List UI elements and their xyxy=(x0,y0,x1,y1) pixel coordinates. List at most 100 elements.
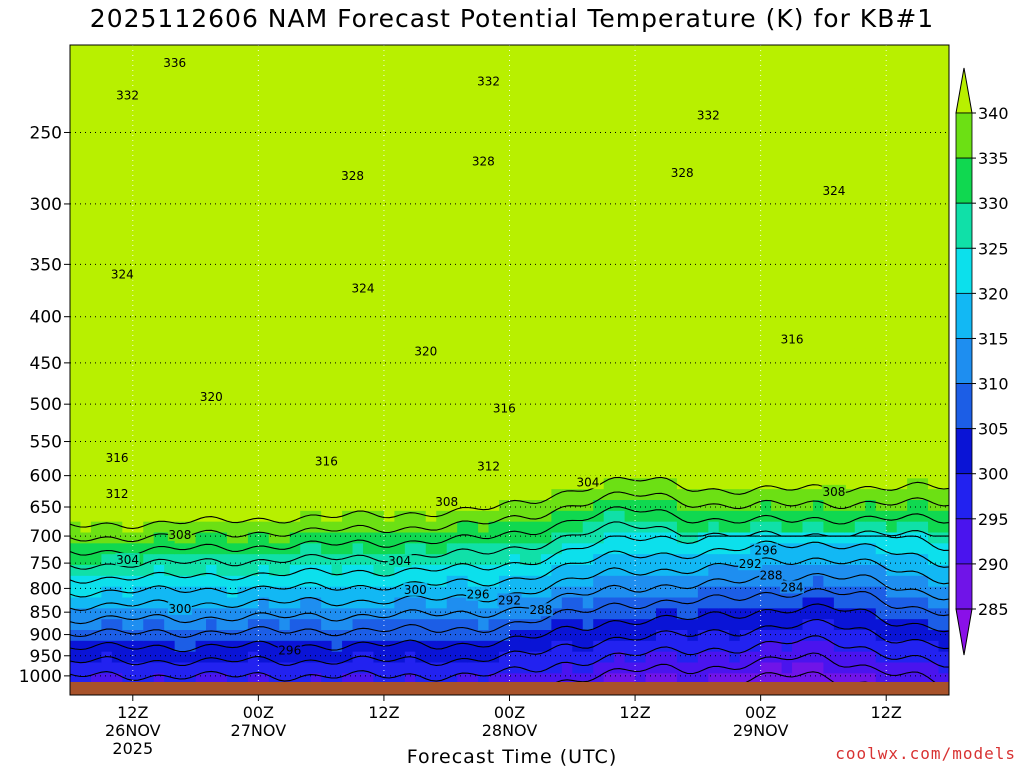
field-cell xyxy=(258,456,270,469)
field-cell xyxy=(258,467,270,479)
field-cell xyxy=(300,88,312,100)
field-cell xyxy=(258,185,270,198)
field-cell xyxy=(530,45,542,57)
field-cell xyxy=(153,467,165,479)
field-cell xyxy=(823,510,835,523)
field-cell xyxy=(457,640,469,653)
field-cell xyxy=(676,240,688,252)
field-cell xyxy=(80,651,92,664)
field-cell xyxy=(268,207,280,219)
field-cell xyxy=(226,153,239,165)
field-cell xyxy=(603,489,615,501)
field-cell xyxy=(928,131,940,144)
field-cell xyxy=(540,88,552,100)
field-cell xyxy=(457,218,469,230)
field-cell xyxy=(635,272,647,284)
field-cell xyxy=(666,305,678,317)
field-cell xyxy=(195,110,207,122)
field-cell xyxy=(771,521,783,534)
field-cell xyxy=(771,99,783,111)
field-cell xyxy=(614,467,626,479)
field-cell xyxy=(446,153,458,165)
field-cell xyxy=(352,413,364,425)
field-cell xyxy=(802,218,814,230)
field-cell xyxy=(928,565,940,577)
field-cell xyxy=(174,500,186,512)
field-cell xyxy=(729,478,741,490)
field-cell xyxy=(833,500,845,512)
field-cell xyxy=(676,575,688,588)
field-cell xyxy=(80,77,92,89)
field-cell xyxy=(247,489,259,501)
field-cell xyxy=(383,131,395,144)
field-cell xyxy=(593,521,605,534)
field-cell xyxy=(656,348,668,360)
field-cell xyxy=(865,175,877,187)
field-cell xyxy=(540,565,552,577)
field-cell xyxy=(812,673,825,685)
field-cell xyxy=(593,640,605,653)
field-cell xyxy=(509,532,521,544)
field-cell xyxy=(289,651,301,664)
field-cell xyxy=(499,261,511,274)
field-cell xyxy=(143,424,155,436)
field-cell xyxy=(226,142,239,154)
field-cell xyxy=(457,77,469,89)
field-cell xyxy=(70,597,82,609)
field-cell xyxy=(666,445,678,458)
field-cell xyxy=(143,305,155,317)
field-cell xyxy=(865,45,877,57)
field-cell xyxy=(478,489,490,501)
field-cell xyxy=(509,142,521,154)
field-cell xyxy=(289,207,301,219)
field-cell xyxy=(928,489,940,501)
field-cell xyxy=(300,337,312,349)
field-cell xyxy=(310,250,322,263)
field-cell xyxy=(833,597,845,609)
field-cell xyxy=(666,99,678,111)
field-cell xyxy=(833,261,845,274)
field-cell xyxy=(572,565,584,577)
field-cell xyxy=(143,218,155,230)
field-cell xyxy=(603,565,615,577)
field-cell xyxy=(561,261,573,274)
field-cell xyxy=(143,630,155,642)
field-cell xyxy=(237,326,249,339)
field-cell xyxy=(509,207,521,219)
field-cell xyxy=(300,218,312,230)
field-cell xyxy=(132,575,144,588)
field-cell xyxy=(593,662,605,674)
field-cell xyxy=(917,207,929,219)
field-cell xyxy=(697,99,709,111)
field-cell xyxy=(185,88,197,100)
field-cell xyxy=(373,164,385,176)
field-cell xyxy=(425,402,437,414)
field-cell xyxy=(917,456,929,469)
field-cell xyxy=(760,521,772,534)
field-cell xyxy=(331,99,343,111)
field-cell xyxy=(823,456,835,469)
field-cell xyxy=(174,391,186,404)
field-cell xyxy=(718,88,730,100)
field-cell xyxy=(132,424,144,436)
field-cell xyxy=(718,554,730,566)
field-cell xyxy=(938,110,949,122)
field-cell xyxy=(781,55,793,68)
field-cell xyxy=(226,478,239,490)
field-cell xyxy=(771,500,783,512)
field-cell xyxy=(101,391,113,404)
field-cell xyxy=(122,640,134,653)
field-cell xyxy=(624,294,636,306)
field-cell xyxy=(80,435,92,447)
field-cell xyxy=(917,532,929,544)
field-cell xyxy=(394,55,406,68)
field-cell xyxy=(247,554,259,566)
field-cell xyxy=(425,326,437,339)
field-cell xyxy=(844,359,856,371)
field-cell xyxy=(561,521,573,534)
field-cell xyxy=(865,543,877,555)
field-cell xyxy=(823,597,835,609)
field-cell xyxy=(310,575,322,588)
field-cell xyxy=(551,586,563,599)
field-cell xyxy=(415,402,427,414)
